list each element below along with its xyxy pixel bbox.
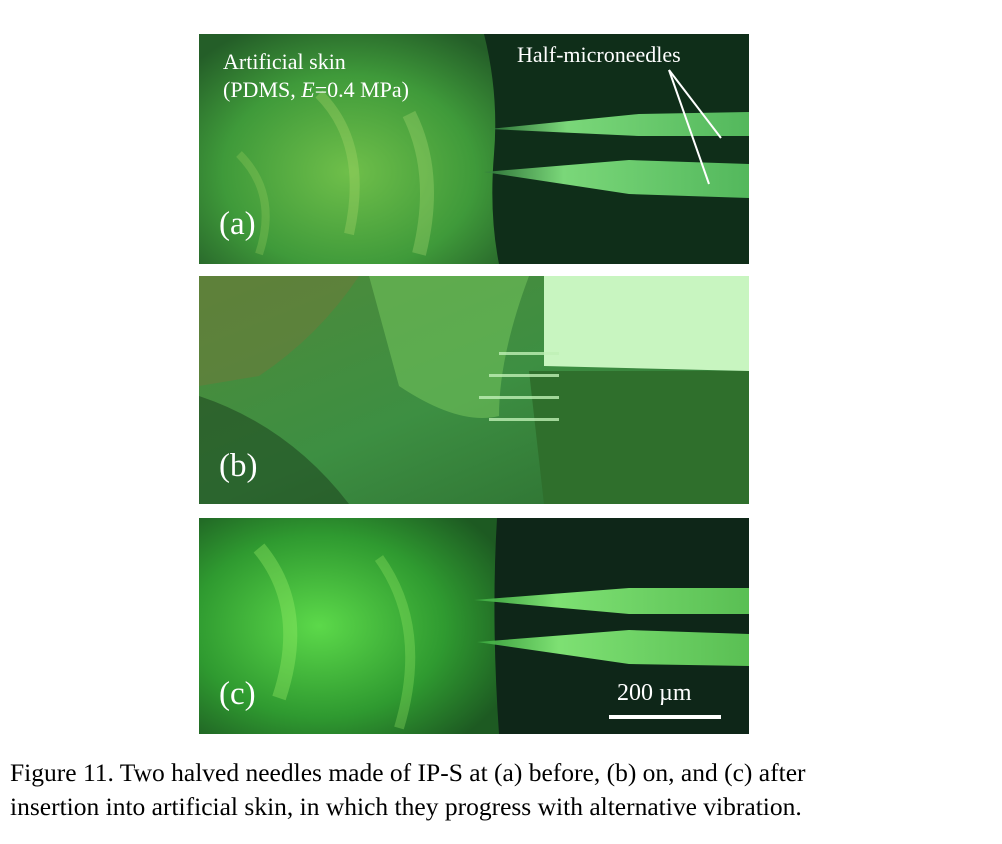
figure-caption: Figure 11. Two halved needles made of IP… (10, 756, 1000, 824)
micrograph-panel-b: (b) (199, 276, 749, 504)
needle-pointer-lines (199, 34, 749, 264)
panel-label-c: (c) (219, 676, 256, 713)
caption-line-2: insertion into artificial skin, in which… (10, 790, 1000, 824)
micrograph-panel-c: (c) 200 µm (199, 518, 749, 734)
scale-bar-label: 200 µm (617, 680, 692, 707)
micrograph-panel-a: Artificial skin (PDMS, E=0.4 MPa) Half-m… (199, 34, 749, 264)
micrograph-image-b (199, 276, 749, 504)
panel-label-b: (b) (219, 448, 257, 485)
panel-label-a: (a) (219, 206, 256, 243)
scale-bar (609, 715, 721, 719)
caption-line-1: Figure 11. Two halved needles made of IP… (10, 756, 1000, 790)
